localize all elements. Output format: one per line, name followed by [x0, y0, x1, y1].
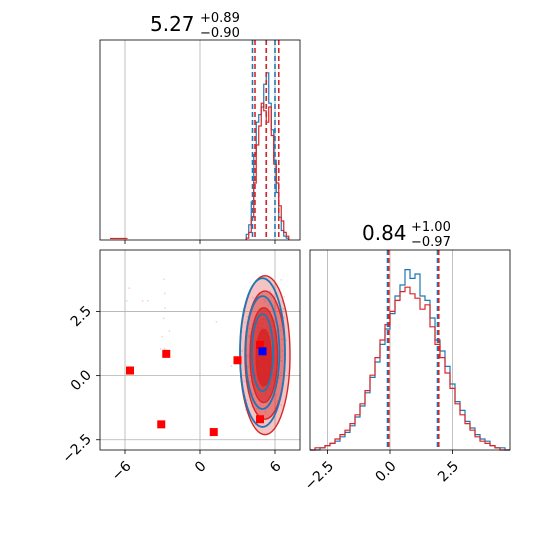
- joint-red-marker-2: [157, 420, 166, 429]
- right-xtick-label-2: 2.5: [435, 458, 462, 485]
- joint-sample-point: [230, 365, 233, 367]
- joint-sample-point: [252, 296, 254, 299]
- joint-outlier-point: [159, 347, 162, 350]
- joint-contour-blue-1: [244, 295, 281, 410]
- joint-sample-point: [264, 410, 267, 413]
- joint-outlier-point: [164, 307, 166, 309]
- top-title-median: 5.27: [150, 12, 195, 36]
- joint-blue-marker-0: [258, 347, 267, 356]
- joint-outlier-point: [163, 347, 166, 350]
- joint-outlier-point: [163, 292, 166, 295]
- joint-sample-point: [281, 350, 284, 353]
- joint-red-marker-0: [126, 366, 134, 375]
- joint-plot-area: [100, 250, 300, 467]
- joint-sample-point: [263, 300, 266, 303]
- right-hist-red: [310, 286, 510, 451]
- joint-sample-point: [280, 371, 282, 374]
- joint-outlier-point: [125, 299, 128, 302]
- right-axes-frame: [309, 249, 511, 451]
- joint-sample-point: [263, 298, 266, 301]
- joint-ytick-label-0: −2.5: [59, 431, 94, 466]
- top-title-minus: −0.90: [200, 26, 240, 41]
- joint-sample-point: [260, 465, 262, 467]
- joint-red-marker-5: [256, 415, 264, 424]
- joint-sample-point: [276, 400, 279, 402]
- joint-sample-point: [280, 278, 283, 281]
- joint-sample-point: [267, 304, 270, 307]
- joint-sample-point: [275, 393, 278, 396]
- top-hist-red: [245, 102, 290, 240]
- joint-sample-point: [243, 380, 246, 383]
- joint-contour-blue-0: [239, 277, 286, 428]
- joint-ytick-label-2: 2.5: [68, 303, 95, 330]
- joint-sample-point: [246, 355, 248, 358]
- joint-sample-point: [244, 321, 247, 324]
- joint-red-marker-3: [209, 428, 218, 437]
- joint-sample-point: [280, 360, 283, 363]
- joint-ytick-label-1: 0.0: [68, 367, 95, 394]
- joint-xtick-label-1: 0: [192, 458, 210, 476]
- joint-sample-point: [246, 399, 248, 401]
- right-title-plus: +1.00: [411, 220, 451, 235]
- joint-scatter-panel: −6 0 6 −2.5 0.0 2.5: [59, 249, 301, 484]
- joint-axes-frame: [99, 249, 301, 451]
- joint-outlier-point: [168, 330, 171, 332]
- joint-contour-blue-2: [250, 313, 275, 392]
- joint-sample-point: [248, 335, 250, 338]
- joint-contour-red-3: [255, 328, 272, 387]
- joint-sample-point: [282, 308, 285, 310]
- right-xtick-label-0: −2.5: [302, 458, 337, 493]
- joint-sample-point: [279, 329, 282, 331]
- joint-sample-point: [248, 327, 251, 330]
- joint-sample-point: [249, 381, 252, 383]
- joint-red-marker-4: [233, 356, 242, 365]
- joint-outlier-point: [146, 299, 149, 302]
- joint-sample-point: [280, 404, 283, 407]
- right-title-median: 0.84: [362, 221, 407, 245]
- joint-sample-point: [251, 310, 254, 313]
- joint-sample-point: [279, 325, 281, 328]
- joint-outlier-point: [162, 317, 165, 320]
- joint-outlier-point: [128, 287, 131, 290]
- joint-sample-point: [285, 339, 288, 342]
- joint-sample-point: [247, 366, 250, 368]
- joint-outlier-point: [161, 335, 164, 338]
- joint-sample-point: [278, 376, 281, 379]
- joint-sample-point: [215, 320, 218, 323]
- joint-outlier-point: [162, 278, 165, 281]
- joint-sample-point: [259, 403, 262, 406]
- joint-sample-point: [241, 350, 243, 352]
- joint-sample-point: [244, 408, 247, 411]
- joint-outlier-point: [141, 300, 144, 302]
- joint-sample-point: [255, 407, 258, 410]
- top-panel-title: 5.27 +0.89 −0.90: [150, 11, 240, 41]
- joint-red-marker-1: [162, 349, 171, 358]
- right-title-minus: −0.97: [411, 235, 451, 250]
- top-histogram-panel: [99, 39, 301, 244]
- joint-sample-point: [246, 316, 249, 318]
- top-axes-frame: [99, 39, 301, 241]
- joint-red-marker-6: [256, 340, 264, 349]
- top-title-plus: +0.89: [200, 11, 240, 26]
- right-hist-blue: [310, 269, 510, 451]
- joint-sample-point: [280, 338, 283, 341]
- joint-sample-point: [283, 296, 286, 298]
- joint-xtick-label-0: −6: [109, 458, 135, 484]
- right-histogram-panel: −2.5 0.0 2.5: [302, 249, 511, 494]
- right-xtick-label-1: 0.0: [373, 458, 400, 485]
- joint-xtick-label-2: 6: [267, 458, 285, 476]
- right-panel-title: 0.84 +1.00 −0.97: [362, 220, 451, 250]
